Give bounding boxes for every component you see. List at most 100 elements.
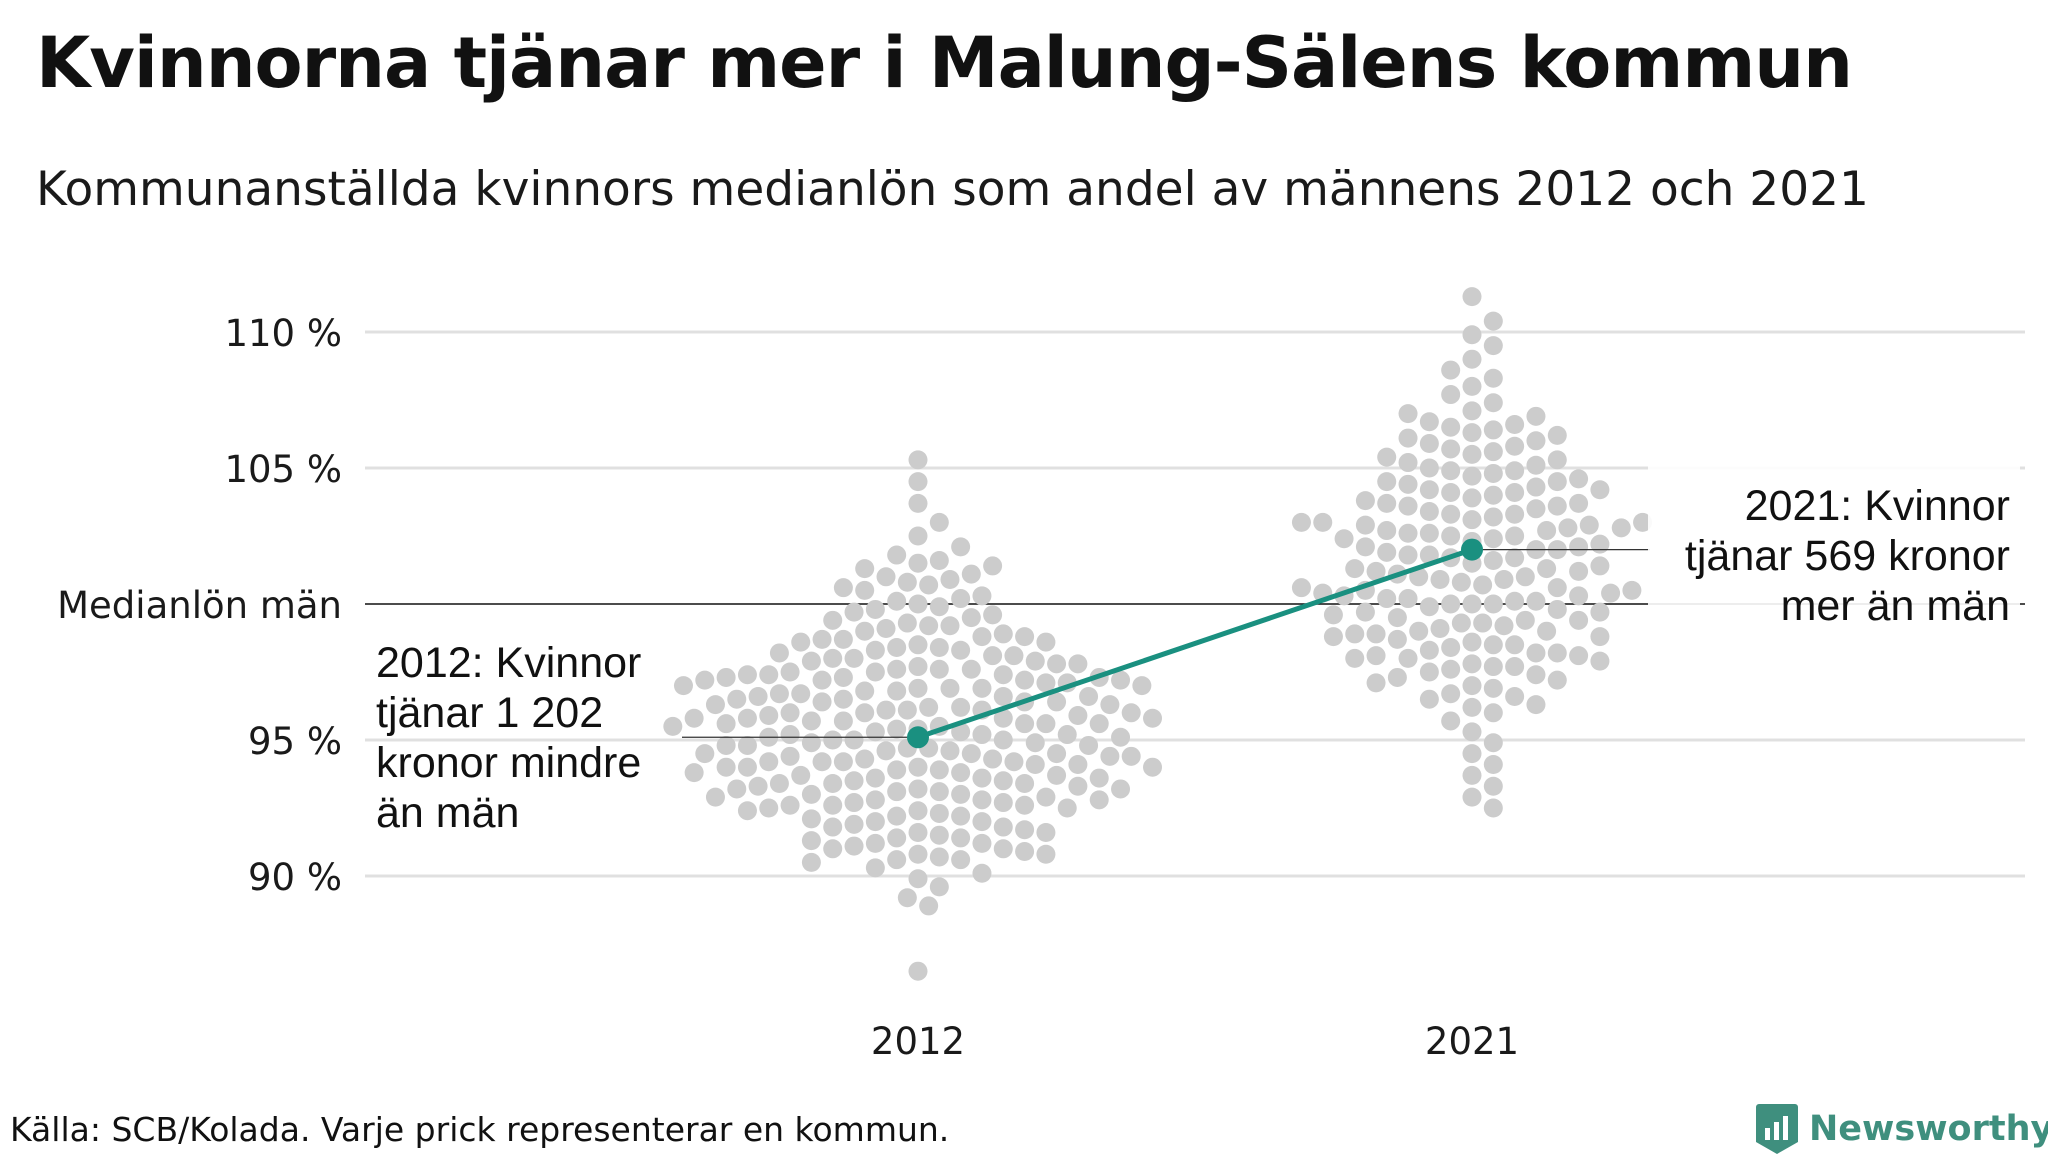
kommun-dot <box>1483 463 1503 483</box>
kommun-dot <box>1387 608 1407 628</box>
kommun-dot <box>1569 646 1589 666</box>
kommun-dot <box>908 594 928 614</box>
kommun-dot <box>865 722 885 742</box>
kommun-dot <box>1366 561 1386 581</box>
kommun-dot <box>1547 425 1567 445</box>
kommun-dot <box>1441 417 1461 437</box>
kommun-dot <box>919 697 939 717</box>
annotation-line: 2012: Kvinnor <box>376 639 641 687</box>
kommun-dot <box>1345 648 1365 668</box>
kommun-dot <box>1633 512 1653 532</box>
kommun-dot <box>993 817 1013 837</box>
kommun-dot <box>908 844 928 864</box>
kommun-dot <box>1483 336 1503 356</box>
kommun-dot <box>737 757 757 777</box>
kommun-dot <box>897 572 917 592</box>
kommun-dot <box>972 586 992 606</box>
kommun-dot <box>769 643 789 663</box>
kommun-dot <box>1462 488 1482 508</box>
kommun-dot <box>1441 659 1461 679</box>
kommun-dot <box>1601 583 1621 603</box>
kommun-dot <box>1569 493 1589 513</box>
kommun-dot <box>1537 559 1557 579</box>
kommun-dot <box>993 730 1013 750</box>
kommun-dot <box>1462 632 1482 652</box>
kommun-dot <box>972 863 992 883</box>
kommun-dot <box>737 708 757 728</box>
y-tick-label: Medianlön män <box>57 584 342 627</box>
kommun-dot <box>908 493 928 513</box>
kommun-dot <box>1409 621 1429 641</box>
chart-title: Kvinnorna tjänar mer i Malung-Sälens kom… <box>36 22 1853 104</box>
kommun-dot <box>972 768 992 788</box>
kommun-dot <box>1377 493 1397 513</box>
kommun-dot <box>780 795 800 815</box>
kommun-dot <box>1068 754 1088 774</box>
kommun-dot <box>1462 697 1482 717</box>
kommun-dot <box>1462 349 1482 369</box>
kommun-dot <box>887 719 907 739</box>
kommun-dot <box>844 836 864 856</box>
kommun-dot <box>961 659 981 679</box>
kommun-dot <box>1004 752 1024 772</box>
kommun-dot <box>1111 727 1131 747</box>
kommun-dot <box>759 665 779 685</box>
kommun-dot <box>1111 779 1131 799</box>
kommun-dot <box>1057 725 1077 745</box>
annotation-line: än män <box>376 789 519 837</box>
kommun-dot <box>716 735 736 755</box>
kommun-dot <box>1483 754 1503 774</box>
kommun-dot <box>865 858 885 878</box>
kommun-dot <box>1462 654 1482 674</box>
kommun-dot <box>1015 670 1035 690</box>
y-tick-label: 90 % <box>248 856 342 899</box>
kommun-dot <box>1462 423 1482 443</box>
kommun-dot <box>1121 703 1141 723</box>
kommun-dot <box>1462 787 1482 807</box>
kommun-dot <box>951 697 971 717</box>
kommun-dot <box>1526 455 1546 475</box>
kommun-dot <box>972 678 992 698</box>
kommun-dot <box>1569 586 1589 606</box>
kommun-dot <box>759 798 779 818</box>
kommun-dot <box>1462 722 1482 742</box>
kommun-dot <box>1377 589 1397 609</box>
kommun-dot <box>1590 602 1610 622</box>
kommun-dot <box>1398 428 1418 448</box>
kommun-dot <box>1547 496 1567 516</box>
kommun-dot <box>1505 526 1525 546</box>
kommun-dot <box>1441 594 1461 614</box>
kommun-dot <box>1537 521 1557 541</box>
kommun-dot <box>1547 450 1567 470</box>
x-tick-label: 2012 <box>871 1020 965 1063</box>
kommun-dot <box>929 659 949 679</box>
kommun-dot <box>908 678 928 698</box>
source-note: Källa: SCB/Kolada. Varje prick represent… <box>10 1110 950 1149</box>
y-tick-label: 95 % <box>248 720 342 763</box>
kommun-dot <box>1015 774 1035 794</box>
kommun-dot <box>1398 474 1418 494</box>
kommun-dot <box>951 589 971 609</box>
kommun-dot <box>1526 665 1546 685</box>
kommun-dot <box>727 689 747 709</box>
kommun-dot <box>1526 477 1546 497</box>
kommun-dot <box>1430 618 1450 638</box>
kommun-dot <box>972 812 992 832</box>
kommun-dot <box>908 472 928 492</box>
kommun-dot <box>1036 822 1056 842</box>
kommun-dot <box>1334 529 1354 549</box>
kommun-dot <box>737 801 757 821</box>
kommun-dot <box>1089 714 1109 734</box>
kommun-dot <box>1419 502 1439 522</box>
kommun-dot <box>695 670 715 690</box>
highlight-point-2012 <box>907 726 929 749</box>
kommun-dot <box>897 888 917 908</box>
kommun-dot <box>897 700 917 720</box>
kommun-dot <box>812 692 832 712</box>
kommun-dot <box>1111 670 1131 690</box>
kommun-dot <box>1473 613 1493 633</box>
kommun-dot <box>1398 523 1418 543</box>
kommun-dot <box>951 763 971 783</box>
kommun-dot <box>684 708 704 728</box>
kommun-dot <box>1483 798 1503 818</box>
